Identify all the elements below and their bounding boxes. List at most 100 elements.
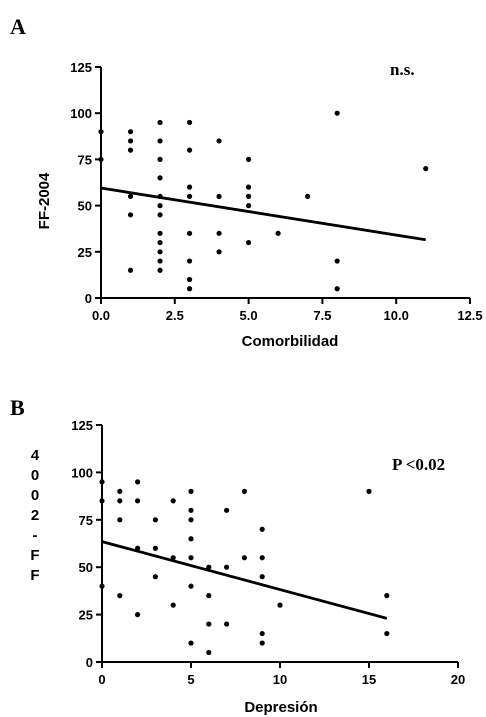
panel-b-data-point	[259, 640, 265, 646]
panel-b-y-axis-label-char: 2	[31, 507, 39, 524]
panel-b-y-axis-label-char: -	[33, 527, 38, 544]
panel-a-data-point	[157, 267, 163, 273]
panel-b-data-point	[188, 488, 194, 494]
panel-a-data-point	[334, 110, 340, 116]
panel-a-x-tick-label: 5.0	[240, 308, 258, 323]
panel-a-annotation: n.s.	[390, 60, 415, 79]
panel-b-data-point	[99, 479, 105, 485]
panel-b-data-point	[170, 602, 176, 608]
panel-a-y-axis-label: FF-2004	[36, 172, 53, 229]
panel-a-data-point	[186, 230, 193, 236]
panel-a-x-tick-label: 10.0	[384, 308, 409, 323]
panel-b-x-tick-label: 10	[273, 672, 287, 687]
panel-b-data-point	[224, 564, 230, 570]
panel-a-data-point	[127, 212, 134, 218]
panel-b-data-point	[152, 545, 158, 551]
panel-b-data-point	[99, 498, 105, 504]
panel-a-data-point	[305, 193, 311, 199]
panel-b-y-tick-label: 75	[79, 513, 93, 528]
panel-a-data-point	[186, 119, 193, 126]
panel-a-data-point	[157, 230, 163, 236]
panel-b-data-point	[135, 612, 141, 618]
panel-b-data-point	[241, 488, 247, 494]
panel-b-y-axis-label: 4 0 0 2 - FF	[30, 447, 39, 584]
panel-b-data-point	[170, 498, 176, 504]
panel-b-y-axis-label-char: F	[30, 567, 39, 584]
panel-a-data-point	[216, 138, 222, 144]
panel-a-data-point	[216, 230, 222, 236]
panel-a-data-point	[246, 203, 252, 209]
panel-a-data-point	[157, 119, 163, 126]
panel-a-data-point	[127, 147, 134, 153]
panel-a-data-point	[98, 156, 104, 162]
panel-a-y-tick-label: 50	[78, 199, 92, 214]
panel-a-data-point	[186, 276, 193, 283]
panel-a-data-point	[157, 212, 163, 218]
panel-b-y-tick-label: 25	[79, 608, 93, 623]
panel-a-data-point	[157, 156, 163, 162]
panel-a-data-point	[127, 267, 134, 273]
panel-a-x-tick-label: 12.5	[457, 308, 482, 323]
panel-b-regression	[101, 540, 388, 620]
panel-b-data-point	[366, 488, 372, 494]
panel-a-data-point	[423, 166, 429, 172]
panel-b-data-point	[188, 517, 194, 523]
panel-b-data-point	[188, 536, 194, 542]
panel-a-data-point	[275, 230, 281, 236]
panel-a-data-point	[334, 258, 340, 264]
panel-b-data-point	[384, 630, 390, 637]
panel-a-x-tick-label: 7.5	[313, 308, 331, 323]
panel-a-data-point	[157, 138, 163, 144]
panel-a-y-tick-label: 0	[85, 291, 92, 306]
panel-b-x-axis-label: Depresión	[244, 699, 317, 716]
panel-b-x-tick-label: 5	[187, 672, 194, 687]
panel-a-data-point	[157, 249, 163, 255]
panel-b-y-axis-label-char: 0	[31, 467, 39, 484]
panel-b-x-tick-label: 15	[362, 672, 376, 687]
panel-b-data-point	[206, 649, 212, 656]
panel-b-data-point	[259, 574, 265, 580]
panel-b-y-tick-label: 0	[86, 655, 93, 670]
panel-a-data-point	[216, 249, 222, 255]
panel-b-data-point	[224, 621, 230, 627]
panel-b-data-point	[99, 583, 105, 589]
panel-b-data-point	[117, 498, 123, 504]
panel-b-data-point	[152, 517, 158, 523]
panel-a-axes: 0 25 50 75 100 125 0.0 2.5 5.0 7.5 10.0 12.5	[70, 60, 482, 323]
panel-b-x-tick-label: 20	[451, 672, 465, 687]
panel-a-data-point	[246, 184, 252, 190]
panel-b-axes: 0 25 50 75 100 125 0 5 10 15 20	[71, 418, 465, 687]
panel-a-data-point	[186, 258, 193, 264]
panel-b-data-point	[259, 630, 265, 637]
panel-a-data-point	[186, 184, 193, 190]
panel-b-data-point	[259, 555, 265, 561]
panel-a-data-point	[246, 193, 252, 199]
panel-b-data-point	[259, 526, 265, 532]
panel-a-data-point	[186, 193, 193, 199]
panel-a-points	[98, 110, 429, 292]
panel-b-data-point	[117, 517, 123, 523]
panel-b-letter: B	[10, 395, 25, 420]
panel-b-data-point	[188, 583, 194, 589]
panel-b-data-point	[188, 640, 194, 646]
panel-b-y-tick-label: 125	[71, 418, 93, 433]
panel-a-data-point	[216, 193, 222, 199]
panel-b-data-point	[206, 621, 212, 627]
panel-b-data-point	[277, 602, 283, 608]
panel-b-data-point	[384, 593, 390, 599]
panel-a-x-tick-label: 0.0	[92, 308, 110, 323]
panel-b-points	[99, 479, 390, 656]
panel-a-data-point	[157, 203, 163, 209]
panel-a-regression-line	[100, 186, 426, 242]
panel-a-data-point	[186, 147, 193, 153]
panel-a-data-point	[157, 175, 163, 181]
panel-a-y-tick-label: 25	[78, 245, 92, 260]
panel-a-data-point	[246, 156, 252, 162]
panel-b-data-point	[188, 555, 194, 561]
panel-a-data-point	[246, 239, 252, 246]
panel-a-x-tick-label: 2.5	[166, 308, 184, 323]
panel-b-data-point	[224, 507, 230, 513]
panel-b-data-point	[206, 593, 212, 599]
